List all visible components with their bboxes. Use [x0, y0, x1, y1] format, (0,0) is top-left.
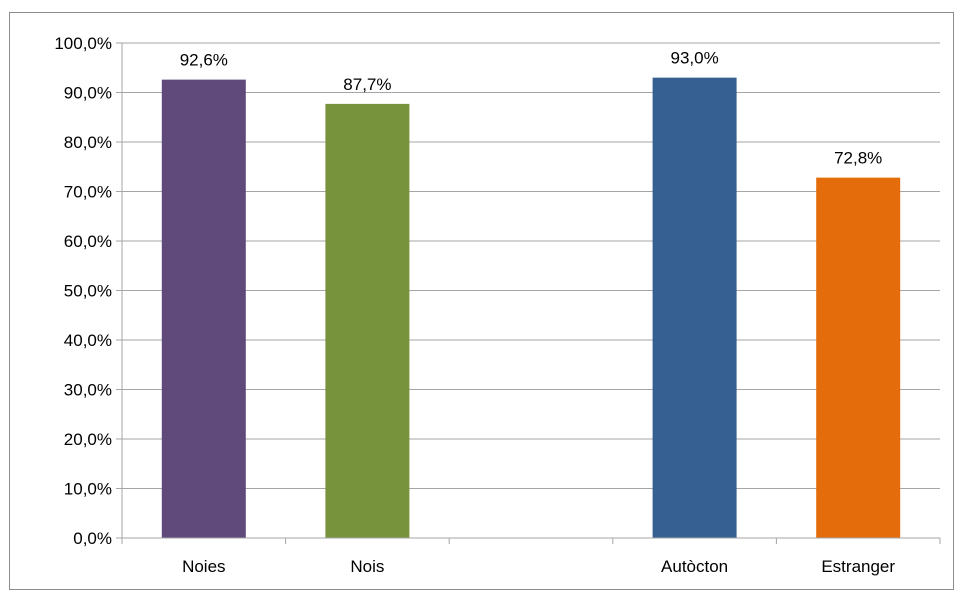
y-tick-label: 30,0% [64, 381, 112, 400]
data-label: 93,0% [670, 49, 718, 68]
y-axis-tick-labels: 0,0% 10,0% 20,0% 30,0% 40,0% 50,0% 60,0% 70,0% 8… [54, 34, 122, 548]
data-label: 72,8% [834, 149, 882, 168]
x-category-label: Noies [182, 557, 225, 576]
data-label: 87,7% [343, 75, 391, 94]
y-tick-label: 70,0% [64, 183, 112, 202]
y-tick-label: 80,0% [64, 133, 112, 152]
bar [816, 177, 901, 538]
bar [325, 103, 410, 538]
y-tick-label: 100,0% [54, 34, 112, 53]
y-tick-label: 60,0% [64, 232, 112, 251]
y-tick-label: 90,0% [64, 84, 112, 103]
x-category-label: Estranger [821, 557, 895, 576]
x-category-label: Autòcton [661, 557, 728, 576]
data-labels: 92,6% 87,7% 93,0% 72,8% [180, 49, 883, 168]
gridlines [121, 42, 940, 538]
bar [652, 77, 737, 539]
y-tick-label: 50,0% [64, 282, 112, 301]
x-category-label: Nois [350, 557, 384, 576]
y-tick-label: 10,0% [64, 480, 112, 499]
bars [161, 77, 901, 539]
x-axis-category-labels: Noies Nois Autòcton Estranger [182, 557, 895, 576]
y-tick-label: 0,0% [73, 529, 112, 548]
y-tick-label: 20,0% [64, 430, 112, 449]
x-axis [121, 537, 941, 544]
data-label: 92,6% [180, 51, 228, 70]
y-tick-label: 40,0% [64, 331, 112, 350]
bar [161, 79, 246, 538]
